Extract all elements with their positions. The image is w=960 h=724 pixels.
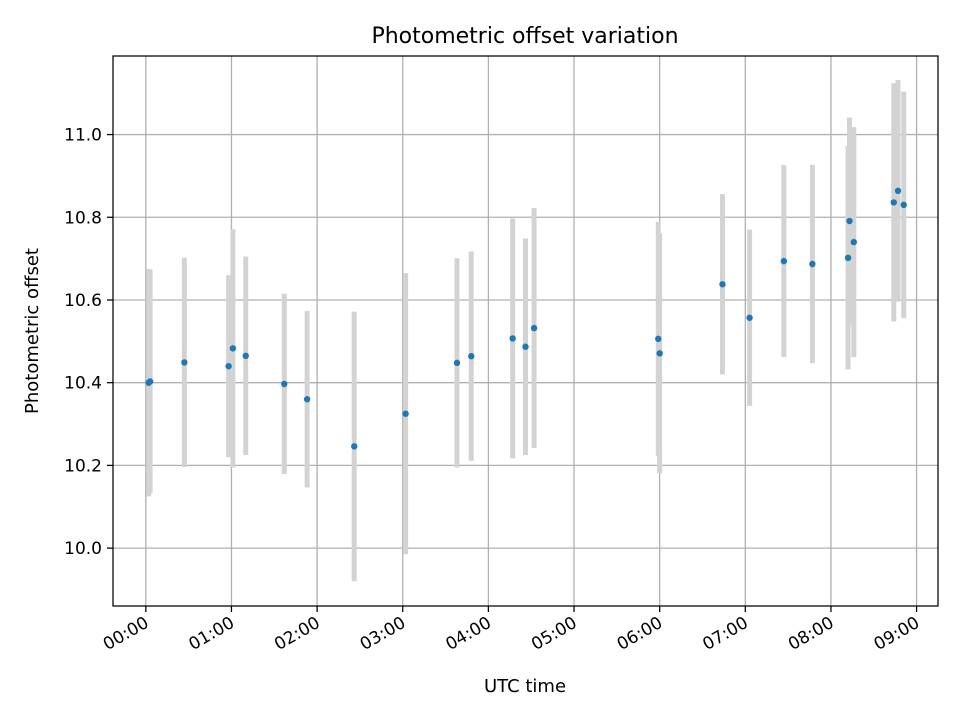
data-point (530, 324, 538, 332)
data-point (900, 201, 907, 209)
data-point (181, 359, 188, 366)
x-tick-label: 02:00 (271, 613, 323, 655)
data-point (242, 352, 249, 360)
y-tick-label: 10.6 (64, 291, 102, 311)
y-axis-label: Photometric offset (22, 248, 43, 414)
data-point (719, 281, 726, 288)
data-point (402, 410, 409, 417)
data-point (809, 260, 816, 268)
data-point (522, 343, 529, 350)
y-tick-label: 10.2 (64, 456, 102, 476)
x-tick-label: 04:00 (442, 613, 494, 655)
x-axis-label: UTC time (484, 676, 566, 697)
x-tick-label: 07:00 (699, 613, 751, 655)
data-point (746, 314, 753, 321)
data-point (656, 350, 663, 357)
data-point (850, 238, 857, 246)
data-point (146, 378, 154, 385)
data-point (468, 353, 475, 360)
x-tick-label: 03:00 (357, 613, 409, 655)
data-point (225, 362, 232, 370)
point-layer (145, 187, 907, 450)
chart-title: Photometric offset variation (371, 24, 678, 49)
data-point (303, 396, 311, 403)
plot-frame (112, 55, 939, 607)
y-tick-label: 11.0 (64, 126, 102, 146)
data-point (229, 345, 237, 352)
x-tick-label: 05:00 (528, 613, 580, 655)
x-tick-label: 09:00 (871, 613, 923, 655)
x-tick-label: 08:00 (785, 613, 837, 655)
data-point (894, 187, 902, 195)
tick-layer: 00:00 01:00 02:00 03:00 04:00 05:00 06:00 07:00… (64, 126, 923, 655)
data-point (453, 359, 461, 367)
x-tick-label: 06:00 (614, 613, 666, 655)
data-point (281, 380, 288, 388)
data-point (846, 217, 853, 225)
x-tick-label: 01:00 (186, 613, 238, 655)
y-tick-label: 10.4 (64, 374, 102, 394)
data-point (351, 443, 358, 450)
y-tick-label: 10.0 (64, 539, 102, 559)
data-point (844, 254, 852, 262)
y-tick-label: 10.8 (64, 208, 102, 228)
data-point (890, 199, 897, 206)
errorbar-layer (146, 79, 907, 582)
data-point (655, 335, 662, 343)
x-tick-label: 00:00 (100, 613, 152, 655)
data-point (780, 257, 788, 265)
data-point (509, 335, 516, 342)
